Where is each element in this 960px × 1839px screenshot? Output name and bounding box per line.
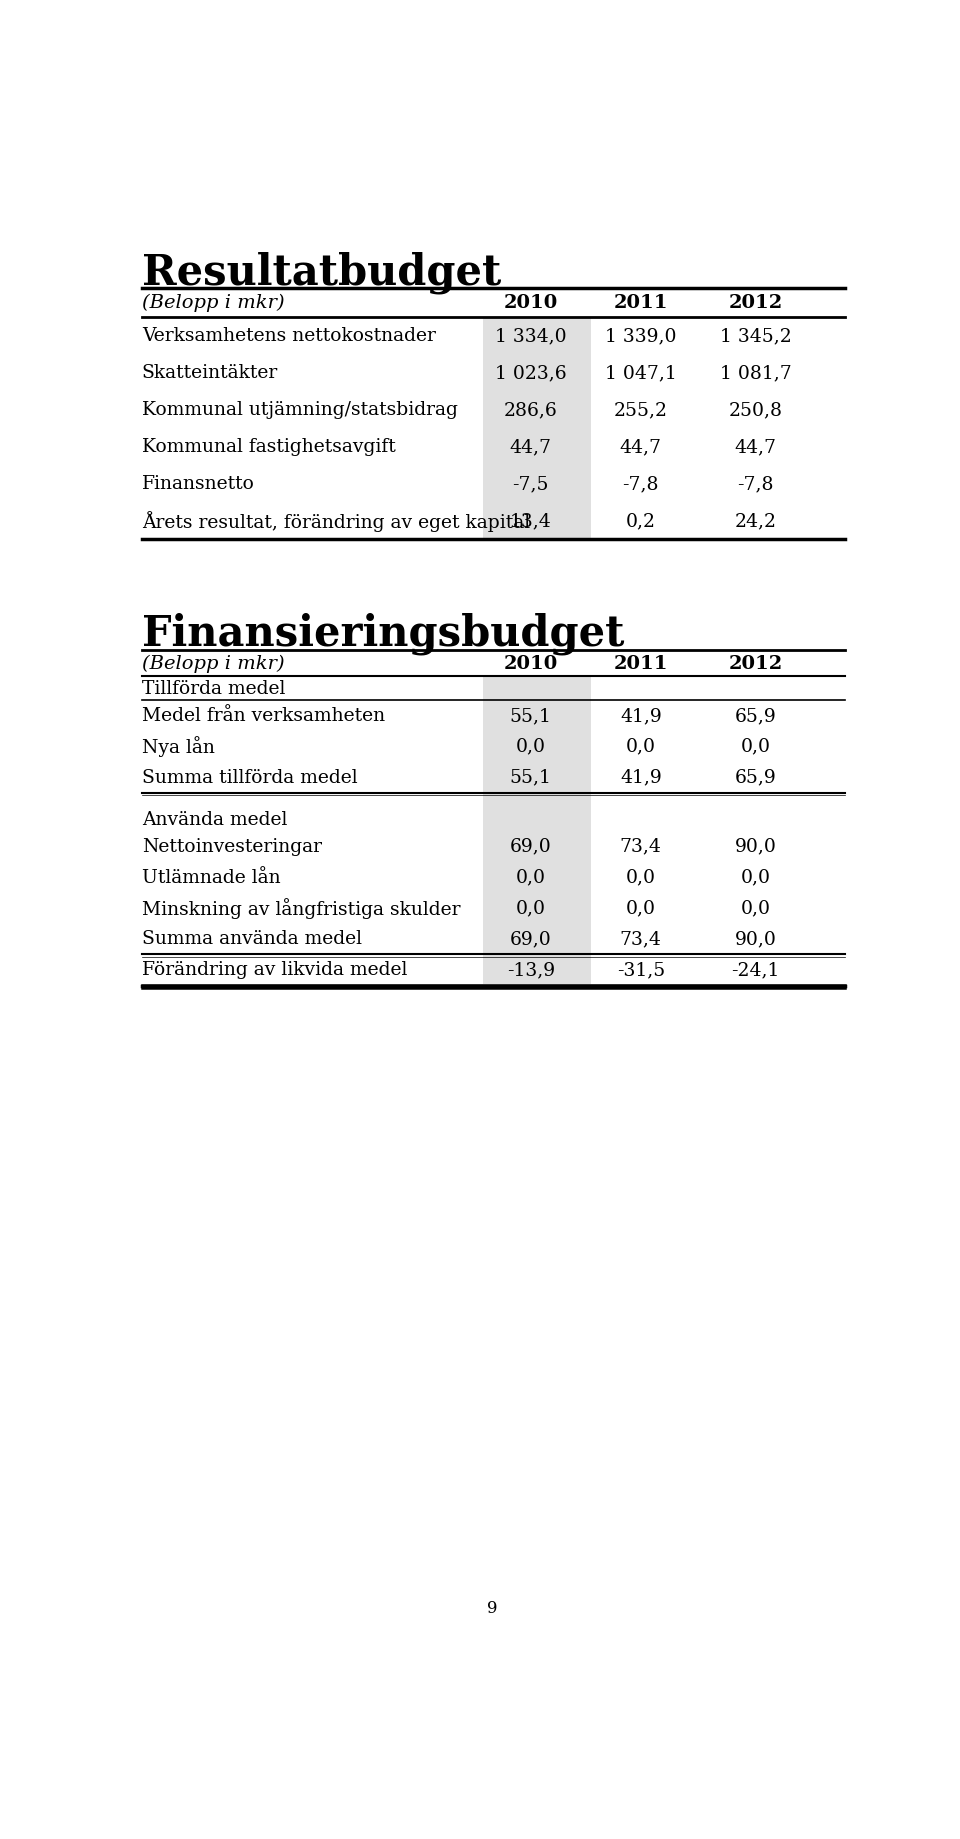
Text: 1 345,2: 1 345,2 (720, 327, 791, 346)
Text: -7,8: -7,8 (622, 474, 660, 493)
Bar (483, 318, 591, 539)
Text: 0,0: 0,0 (740, 737, 771, 756)
Text: Nettoinvesteringar: Nettoinvesteringar (142, 837, 322, 855)
Text: Verksamhetens nettokostnader: Verksamhetens nettokostnader (142, 327, 436, 346)
Text: 44,7: 44,7 (510, 438, 552, 456)
Text: 2012: 2012 (729, 655, 782, 673)
Text: -24,1: -24,1 (732, 960, 780, 978)
Text: 1 081,7: 1 081,7 (720, 364, 791, 383)
Text: Nya lån: Nya lån (142, 736, 215, 758)
Text: Medel från verksamheten: Medel från verksamheten (142, 706, 385, 725)
Text: (Belopp i mkr): (Belopp i mkr) (142, 655, 284, 673)
Text: 250,8: 250,8 (729, 401, 782, 419)
Text: Kommunal utjämning/statsbidrag: Kommunal utjämning/statsbidrag (142, 401, 458, 419)
Text: 0,0: 0,0 (626, 737, 656, 756)
Text: 2011: 2011 (613, 655, 668, 673)
Text: Årets resultat, förändring av eget kapital: Årets resultat, förändring av eget kapit… (142, 511, 530, 531)
Text: Finansnetto: Finansnetto (142, 474, 254, 493)
Text: Resultatbudget: Resultatbudget (142, 252, 501, 294)
Text: Finansieringsbudget: Finansieringsbudget (142, 612, 624, 655)
Text: Utlämnade lån: Utlämnade lån (142, 868, 280, 886)
Text: 69,0: 69,0 (510, 931, 552, 947)
Text: Tillförda medel: Tillförda medel (142, 680, 285, 697)
Text: 13,4: 13,4 (510, 511, 552, 530)
Text: (Belopp i mkr): (Belopp i mkr) (142, 294, 284, 313)
Text: 2011: 2011 (613, 294, 668, 313)
Text: Summa använda medel: Summa använda medel (142, 931, 362, 947)
Text: Använda medel: Använda medel (142, 811, 287, 828)
Text: 2012: 2012 (729, 294, 782, 313)
Text: 2010: 2010 (504, 294, 558, 313)
Text: -13,9: -13,9 (507, 960, 555, 978)
Text: 1 339,0: 1 339,0 (605, 327, 677, 346)
Text: Summa tillförda medel: Summa tillförda medel (142, 769, 357, 785)
Text: 90,0: 90,0 (734, 931, 777, 947)
Text: 0,0: 0,0 (740, 899, 771, 918)
Text: 44,7: 44,7 (734, 438, 777, 456)
Text: 9: 9 (487, 1598, 497, 1616)
Text: Skatteintäkter: Skatteintäkter (142, 364, 278, 383)
Text: Minskning av långfristiga skulder: Minskning av långfristiga skulder (142, 897, 460, 918)
Text: 0,0: 0,0 (740, 868, 771, 886)
Text: 55,1: 55,1 (510, 706, 552, 725)
Text: 2010: 2010 (504, 655, 558, 673)
Text: 0,0: 0,0 (516, 868, 545, 886)
Text: 73,4: 73,4 (620, 837, 661, 855)
Text: 1 334,0: 1 334,0 (495, 327, 566, 346)
Text: 65,9: 65,9 (734, 706, 777, 725)
Text: 0,0: 0,0 (516, 899, 545, 918)
Text: 55,1: 55,1 (510, 769, 552, 785)
Text: 0,2: 0,2 (626, 511, 656, 530)
Text: 1 047,1: 1 047,1 (605, 364, 677, 383)
Text: -7,8: -7,8 (737, 474, 774, 493)
Text: 41,9: 41,9 (620, 706, 661, 725)
Text: 41,9: 41,9 (620, 769, 661, 785)
Text: 24,2: 24,2 (734, 511, 777, 530)
Text: -7,5: -7,5 (513, 474, 549, 493)
Text: 0,0: 0,0 (516, 737, 545, 756)
Text: Kommunal fastighetsavgift: Kommunal fastighetsavgift (142, 438, 396, 456)
Text: 0,0: 0,0 (626, 868, 656, 886)
Text: 65,9: 65,9 (734, 769, 777, 785)
Text: 44,7: 44,7 (620, 438, 661, 456)
Text: 73,4: 73,4 (620, 931, 661, 947)
Text: 255,2: 255,2 (613, 401, 668, 419)
Text: -31,5: -31,5 (616, 960, 665, 978)
Text: 69,0: 69,0 (510, 837, 552, 855)
Text: 90,0: 90,0 (734, 837, 777, 855)
Text: 0,0: 0,0 (626, 899, 656, 918)
Text: 1 023,6: 1 023,6 (495, 364, 566, 383)
Text: 286,6: 286,6 (504, 401, 558, 419)
Text: Förändring av likvida medel: Förändring av likvida medel (142, 960, 407, 978)
Bar (483, 677, 591, 986)
